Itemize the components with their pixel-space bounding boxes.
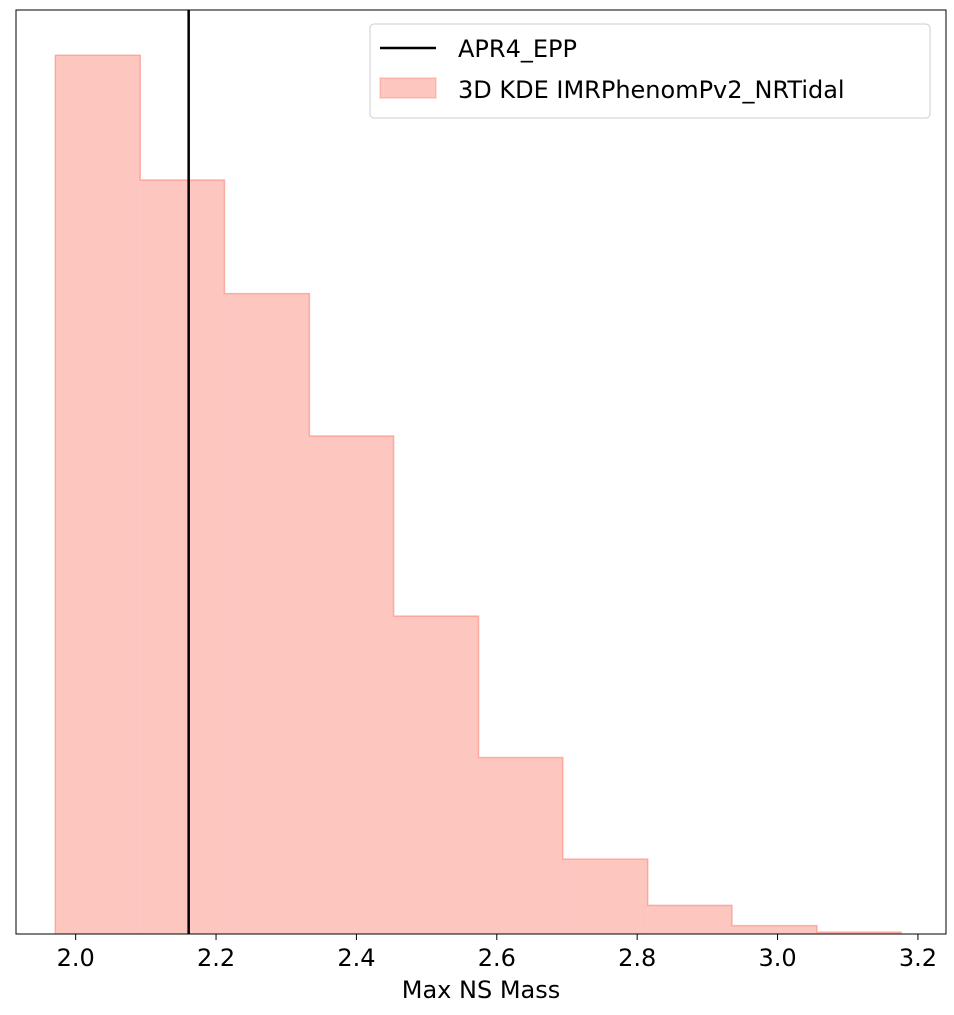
histogram-outline (54, 54, 902, 934)
x-tick-label: 2.0 (57, 944, 95, 972)
x-tick-label: 3.2 (899, 944, 937, 972)
histogram-bar (478, 757, 563, 934)
x-axis-ticks: 2.0 2.2 2.4 2.6 2.8 3.0 3.2 (57, 934, 937, 972)
histogram-bar (55, 55, 141, 934)
x-tick-label: 2.4 (337, 944, 375, 972)
histogram-bars (54, 54, 902, 935)
legend-patch-swatch (379, 77, 437, 99)
histogram-bar (224, 293, 310, 935)
legend-box (369, 23, 931, 119)
legend: APR4_EPP 3D KDE IMRPhenomPv2_NRTidal (369, 23, 931, 119)
histogram-bar (562, 859, 648, 934)
plot-frame (15, 9, 947, 935)
x-tick-label: 2.2 (197, 944, 235, 972)
histogram-bar (140, 180, 225, 935)
histogram-bar (647, 905, 732, 934)
x-axis-label: Max NS Mass (402, 976, 560, 1004)
histogram-bar (816, 932, 902, 934)
legend-label-kde: 3D KDE IMRPhenomPv2_NRTidal (458, 76, 845, 104)
histogram-bar (731, 925, 817, 934)
x-tick-label: 2.8 (618, 944, 656, 972)
histogram-bar (393, 616, 479, 934)
x-tick-label: 3.0 (758, 944, 796, 972)
histogram-bar (309, 435, 394, 934)
x-tick-label: 2.6 (478, 944, 516, 972)
legend-label-apr4-epp: APR4_EPP (458, 35, 577, 63)
